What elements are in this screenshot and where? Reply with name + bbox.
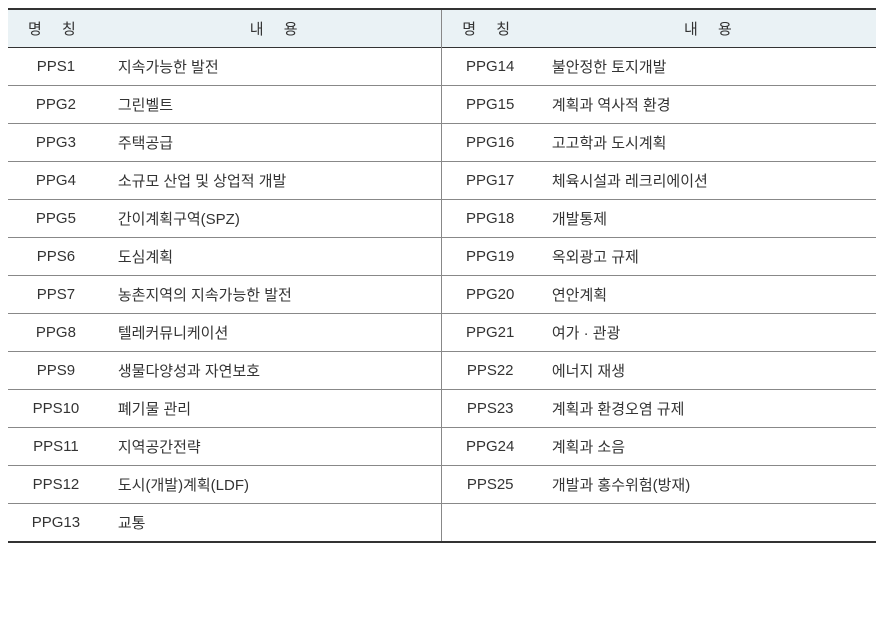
cell-code-left: PPS12 [8, 466, 104, 504]
cell-desc-right: 계획과 환경오염 규제 [538, 390, 876, 428]
cell-desc-right: 계획과 역사적 환경 [538, 86, 876, 124]
cell-code-right: PPG14 [442, 48, 538, 86]
cell-desc-left: 도심계획 [104, 238, 442, 276]
cell-code-right: PPG21 [442, 314, 538, 352]
cell-desc-left: 생물다양성과 자연보호 [104, 352, 442, 390]
cell-desc-right: 에너지 재생 [538, 352, 876, 390]
cell-code-left: PPG3 [8, 124, 104, 162]
cell-code-right: PPG15 [442, 86, 538, 124]
cell-code-left: PPS6 [8, 238, 104, 276]
cell-desc-right: 계획과 소음 [538, 428, 876, 466]
table-row: PPG4소규모 산업 및 상업적 개발PPG17체육시설과 레크리에이션 [8, 162, 876, 200]
header-code-left: 명 칭 [8, 9, 104, 48]
cell-code-right: PPS25 [442, 466, 538, 504]
header-desc-right: 내 용 [538, 9, 876, 48]
table-row: PPS10폐기물 관리PPS23계획과 환경오염 규제 [8, 390, 876, 428]
cell-code-left: PPG4 [8, 162, 104, 200]
table-body: PPS1지속가능한 발전PPG14불안정한 토지개발PPG2그린벨트PPG15계… [8, 48, 876, 543]
cell-code-right: PPG20 [442, 276, 538, 314]
cell-desc-left: 지속가능한 발전 [104, 48, 442, 86]
planning-policy-table: 명 칭 내 용 명 칭 내 용 PPS1지속가능한 발전PPG14불안정한 토지… [8, 8, 876, 543]
cell-desc-left: 농촌지역의 지속가능한 발전 [104, 276, 442, 314]
cell-desc-left: 폐기물 관리 [104, 390, 442, 428]
cell-code-right: PPG24 [442, 428, 538, 466]
cell-desc-left: 그린벨트 [104, 86, 442, 124]
table-row: PPG5간이계획구역(SPZ)PPG18개발통제 [8, 200, 876, 238]
header-desc-left: 내 용 [104, 9, 442, 48]
cell-desc-left: 지역공간전략 [104, 428, 442, 466]
table-row: PPS7농촌지역의 지속가능한 발전PPG20연안계획 [8, 276, 876, 314]
cell-code-left: PPS7 [8, 276, 104, 314]
cell-code-right: PPS22 [442, 352, 538, 390]
cell-desc-left: 텔레커뮤니케이션 [104, 314, 442, 352]
table-row: PPG3주택공급PPG16고고학과 도시계획 [8, 124, 876, 162]
header-code-right: 명 칭 [442, 9, 538, 48]
table-header-row: 명 칭 내 용 명 칭 내 용 [8, 9, 876, 48]
cell-desc-right: 연안계획 [538, 276, 876, 314]
cell-code-right: PPG19 [442, 238, 538, 276]
cell-desc-left: 주택공급 [104, 124, 442, 162]
table-row: PPS6도심계획PPG19옥외광고 규제 [8, 238, 876, 276]
table-row: PPS1지속가능한 발전PPG14불안정한 토지개발 [8, 48, 876, 86]
cell-code-left: PPG8 [8, 314, 104, 352]
cell-code-left: PPS11 [8, 428, 104, 466]
cell-desc-right: 고고학과 도시계획 [538, 124, 876, 162]
cell-code-left: PPG5 [8, 200, 104, 238]
table-row: PPG8텔레커뮤니케이션PPG21여가 · 관광 [8, 314, 876, 352]
cell-code-right: PPG16 [442, 124, 538, 162]
cell-code-right [442, 504, 538, 543]
cell-desc-left: 교통 [104, 504, 442, 543]
cell-desc-right: 체육시설과 레크리에이션 [538, 162, 876, 200]
cell-code-left: PPS1 [8, 48, 104, 86]
cell-desc-left: 간이계획구역(SPZ) [104, 200, 442, 238]
cell-code-right: PPS23 [442, 390, 538, 428]
table-row: PPG13교통 [8, 504, 876, 543]
cell-code-left: PPS10 [8, 390, 104, 428]
cell-desc-left: 도시(개발)계획(LDF) [104, 466, 442, 504]
cell-desc-right: 개발과 홍수위험(방재) [538, 466, 876, 504]
cell-code-left: PPG2 [8, 86, 104, 124]
table-row: PPS11지역공간전략PPG24계획과 소음 [8, 428, 876, 466]
cell-desc-right: 옥외광고 규제 [538, 238, 876, 276]
table-row: PPS9생물다양성과 자연보호PPS22에너지 재생 [8, 352, 876, 390]
table-row: PPG2그린벨트PPG15계획과 역사적 환경 [8, 86, 876, 124]
table-row: PPS12도시(개발)계획(LDF)PPS25개발과 홍수위험(방재) [8, 466, 876, 504]
cell-code-left: PPG13 [8, 504, 104, 543]
cell-desc-right: 개발통제 [538, 200, 876, 238]
cell-desc-left: 소규모 산업 및 상업적 개발 [104, 162, 442, 200]
cell-desc-right [538, 504, 876, 543]
cell-code-left: PPS9 [8, 352, 104, 390]
cell-code-right: PPG18 [442, 200, 538, 238]
cell-desc-right: 불안정한 토지개발 [538, 48, 876, 86]
cell-code-right: PPG17 [442, 162, 538, 200]
cell-desc-right: 여가 · 관광 [538, 314, 876, 352]
